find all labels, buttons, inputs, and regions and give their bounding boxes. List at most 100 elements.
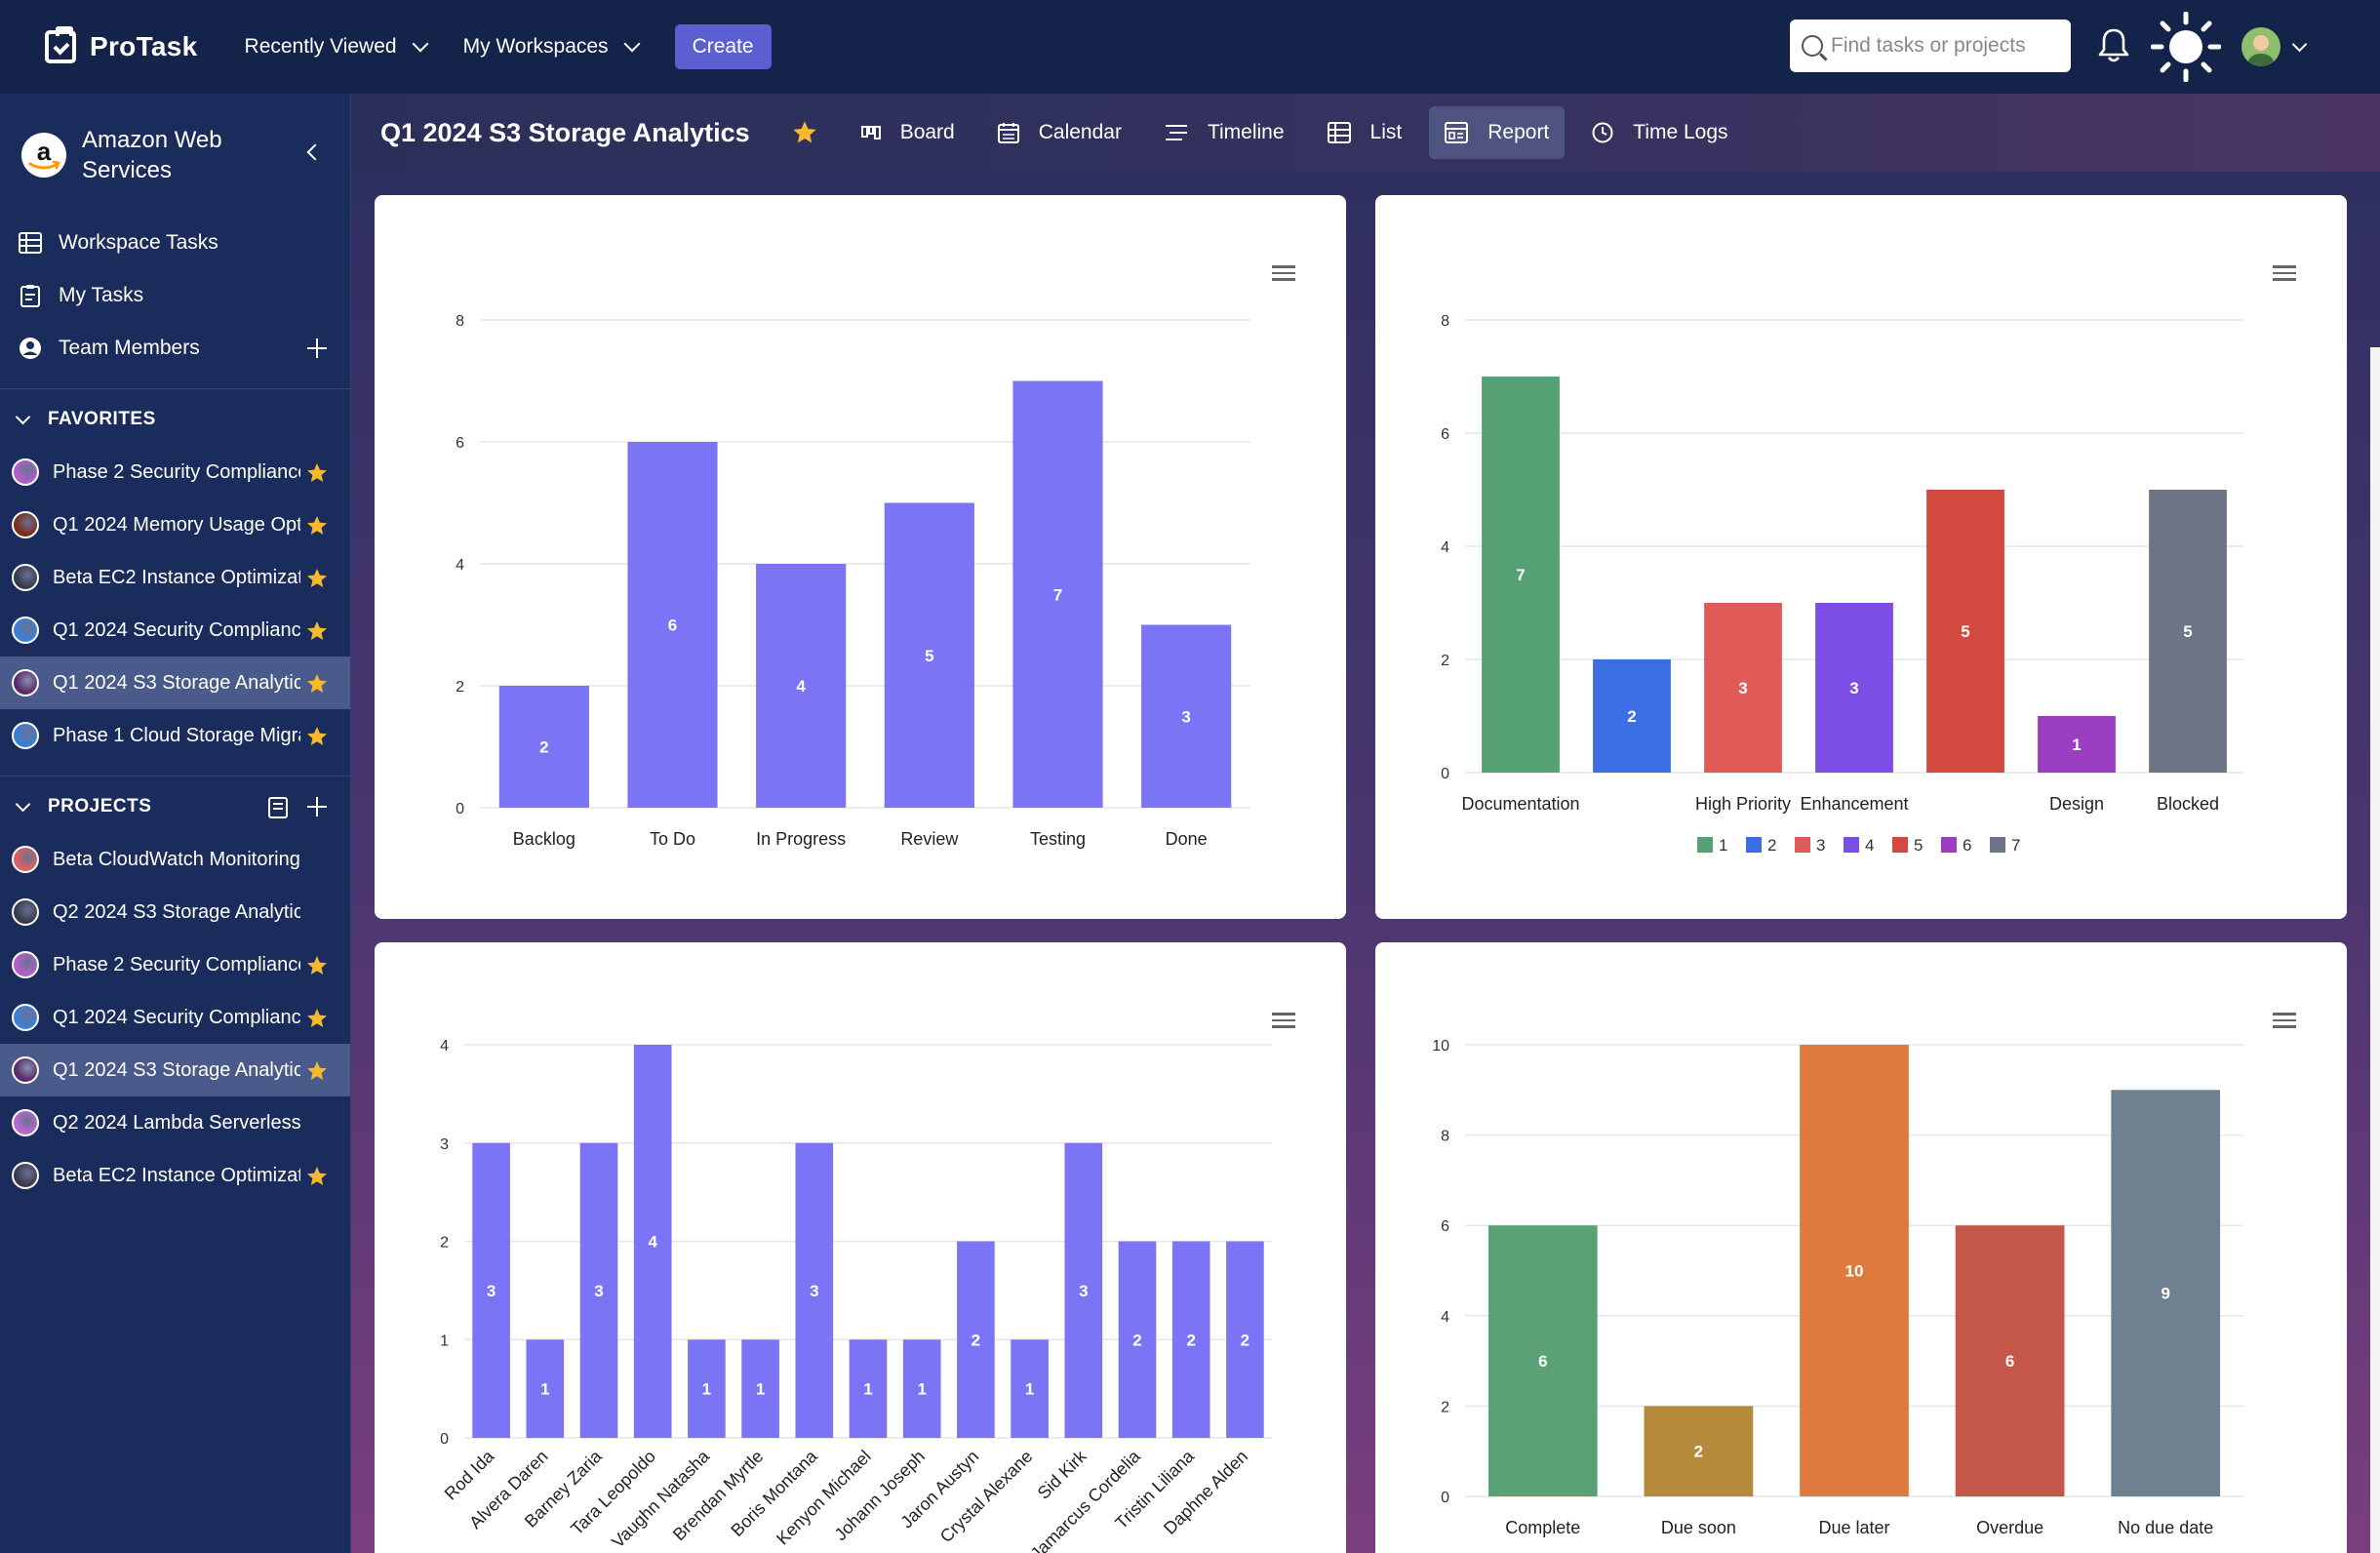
favorites-header[interactable]: FAVORITES [0,393,350,446]
sidebar-project-phase-2-security-compliance[interactable]: Phase 2 Security Compliance [0,446,350,498]
sidebar-project-phase-1-cloud-storage-migration[interactable]: Phase 1 Cloud Storage Migration [0,709,350,762]
legend-swatch[interactable] [1990,837,2005,853]
bar[interactable] [1012,380,1103,809]
add-team-member-icon[interactable] [307,338,327,358]
legend-swatch[interactable] [1844,837,1859,853]
bar[interactable] [849,1339,888,1438]
bar[interactable] [579,1142,618,1438]
sidebar-item-my-tasks[interactable]: My Tasks [0,269,350,322]
sidebar-project-q1-2024-security-compliance[interactable]: Q1 2024 Security Compliance [0,991,350,1044]
sidebar-project-q1-2024-s3-storage-analytics[interactable]: Q1 2024 S3 Storage Analytics [0,1044,350,1096]
bar[interactable] [498,686,589,808]
legend-label[interactable]: 5 [1914,836,1923,855]
bar[interactable] [526,1339,565,1438]
star-icon[interactable] [305,725,329,748]
tab-board[interactable]: Board [846,106,971,159]
legend-swatch[interactable] [1697,837,1713,853]
legend-swatch[interactable] [1746,837,1762,853]
bar[interactable] [1064,1142,1103,1438]
star-icon[interactable] [305,567,329,590]
bar[interactable] [1482,377,1560,773]
legend-label[interactable]: 2 [1767,836,1776,855]
chart-menu-icon[interactable] [1272,1013,1295,1028]
legend-swatch[interactable] [1795,837,1810,853]
bar[interactable] [472,1142,510,1438]
bar[interactable] [795,1142,834,1438]
workspace-header[interactable]: a Amazon Web Services [0,94,350,217]
star-icon[interactable] [305,461,329,485]
create-button[interactable]: Create [674,24,772,69]
sun-icon[interactable] [2151,12,2221,82]
star-icon[interactable] [305,1059,329,1083]
sidebar-project-q1-2024-security-compliance[interactable]: Q1 2024 Security Compliance [0,604,350,657]
legend-swatch[interactable] [1892,837,1908,853]
bar[interactable] [1141,624,1232,809]
tab-time-logs[interactable]: Time Logs [1576,106,1743,159]
tab-calendar[interactable]: Calendar [982,106,1137,159]
legend-label[interactable]: 7 [2011,836,2020,855]
legend-label[interactable]: 3 [1816,836,1825,855]
projects-header[interactable]: PROJECTS [0,780,350,833]
search-input[interactable] [1831,34,2065,58]
bar[interactable] [633,1045,672,1438]
sidebar-project-q2-2024-lambda-serverless[interactable]: Q2 2024 Lambda Serverless [0,1096,350,1149]
bar[interactable] [1011,1339,1049,1438]
bar[interactable] [1926,490,2004,773]
bar[interactable] [741,1339,779,1438]
add-project-icon[interactable] [307,797,327,816]
bell-icon[interactable] [2097,27,2130,64]
bar[interactable] [1800,1045,1909,1496]
bar[interactable] [1704,603,1782,773]
sidebar-project-beta-cloudwatch-monitoring[interactable]: Beta CloudWatch Monitoring [0,833,350,886]
my-workspaces-dropdown[interactable]: My Workspaces [463,35,641,59]
legend-label[interactable]: 1 [1719,836,1727,855]
bar[interactable] [1171,1241,1210,1439]
star-icon[interactable] [305,954,329,977]
project-list-icon[interactable] [268,797,288,818]
bar[interactable] [688,1339,726,1438]
collapse-sidebar-icon[interactable] [306,143,324,161]
tab-timeline[interactable]: Timeline [1149,106,1300,159]
recently-viewed-dropdown[interactable]: Recently Viewed [245,35,429,59]
bar[interactable] [902,1339,941,1438]
bar[interactable] [627,442,718,808]
bar[interactable] [1118,1241,1157,1439]
tab-list[interactable]: List [1312,106,1418,159]
bar[interactable] [2111,1090,2221,1496]
sidebar-project-beta-ec2-instance-optimization[interactable]: Beta EC2 Instance Optimization [0,551,350,604]
bar[interactable] [1644,1406,1754,1496]
star-icon[interactable] [305,1165,329,1188]
user-menu[interactable] [2241,27,2308,66]
scrollbar[interactable] [2370,347,2380,1553]
star-icon[interactable] [305,619,329,643]
chart-menu-icon[interactable] [1272,265,1295,281]
bar[interactable] [957,1241,995,1439]
star-icon[interactable] [791,119,818,146]
star-icon[interactable] [305,514,329,538]
star-icon[interactable] [305,1007,329,1030]
sidebar-project-phase-2-security-compliance[interactable]: Phase 2 Security Compliance [0,938,350,991]
bar[interactable] [2149,490,2227,773]
bar[interactable] [756,564,847,808]
legend-swatch[interactable] [1941,837,1957,853]
bar[interactable] [1955,1225,2065,1496]
tab-report[interactable]: Report [1429,106,1566,159]
search-box[interactable] [1790,20,2071,72]
bar[interactable] [884,502,974,809]
sidebar-project-q1-2024-s3-storage-analytics[interactable]: Q1 2024 S3 Storage Analytics [0,657,350,709]
sidebar-item-team-members[interactable]: Team Members [0,322,350,375]
sidebar-item-workspace-tasks[interactable]: Workspace Tasks [0,217,350,269]
bar[interactable] [1488,1225,1598,1496]
bar[interactable] [1815,603,1893,773]
chart-menu-icon[interactable] [2273,1013,2296,1028]
bar[interactable] [1593,659,1671,773]
app-logo[interactable]: ProTask [45,26,198,63]
bar[interactable] [2038,716,2116,773]
legend-label[interactable]: 4 [1865,836,1874,855]
sidebar-project-q2-2024-s3-storage-analytics[interactable]: Q2 2024 S3 Storage Analytics [0,886,350,938]
sidebar-project-q1-2024-memory-usage-optimization[interactable]: Q1 2024 Memory Usage Optimization [0,498,350,551]
sidebar-project-beta-ec2-instance-optimization[interactable]: Beta EC2 Instance Optimization [0,1149,350,1202]
legend-label[interactable]: 6 [1963,836,1971,855]
chart-menu-icon[interactable] [2273,265,2296,281]
bar[interactable] [1226,1241,1264,1439]
